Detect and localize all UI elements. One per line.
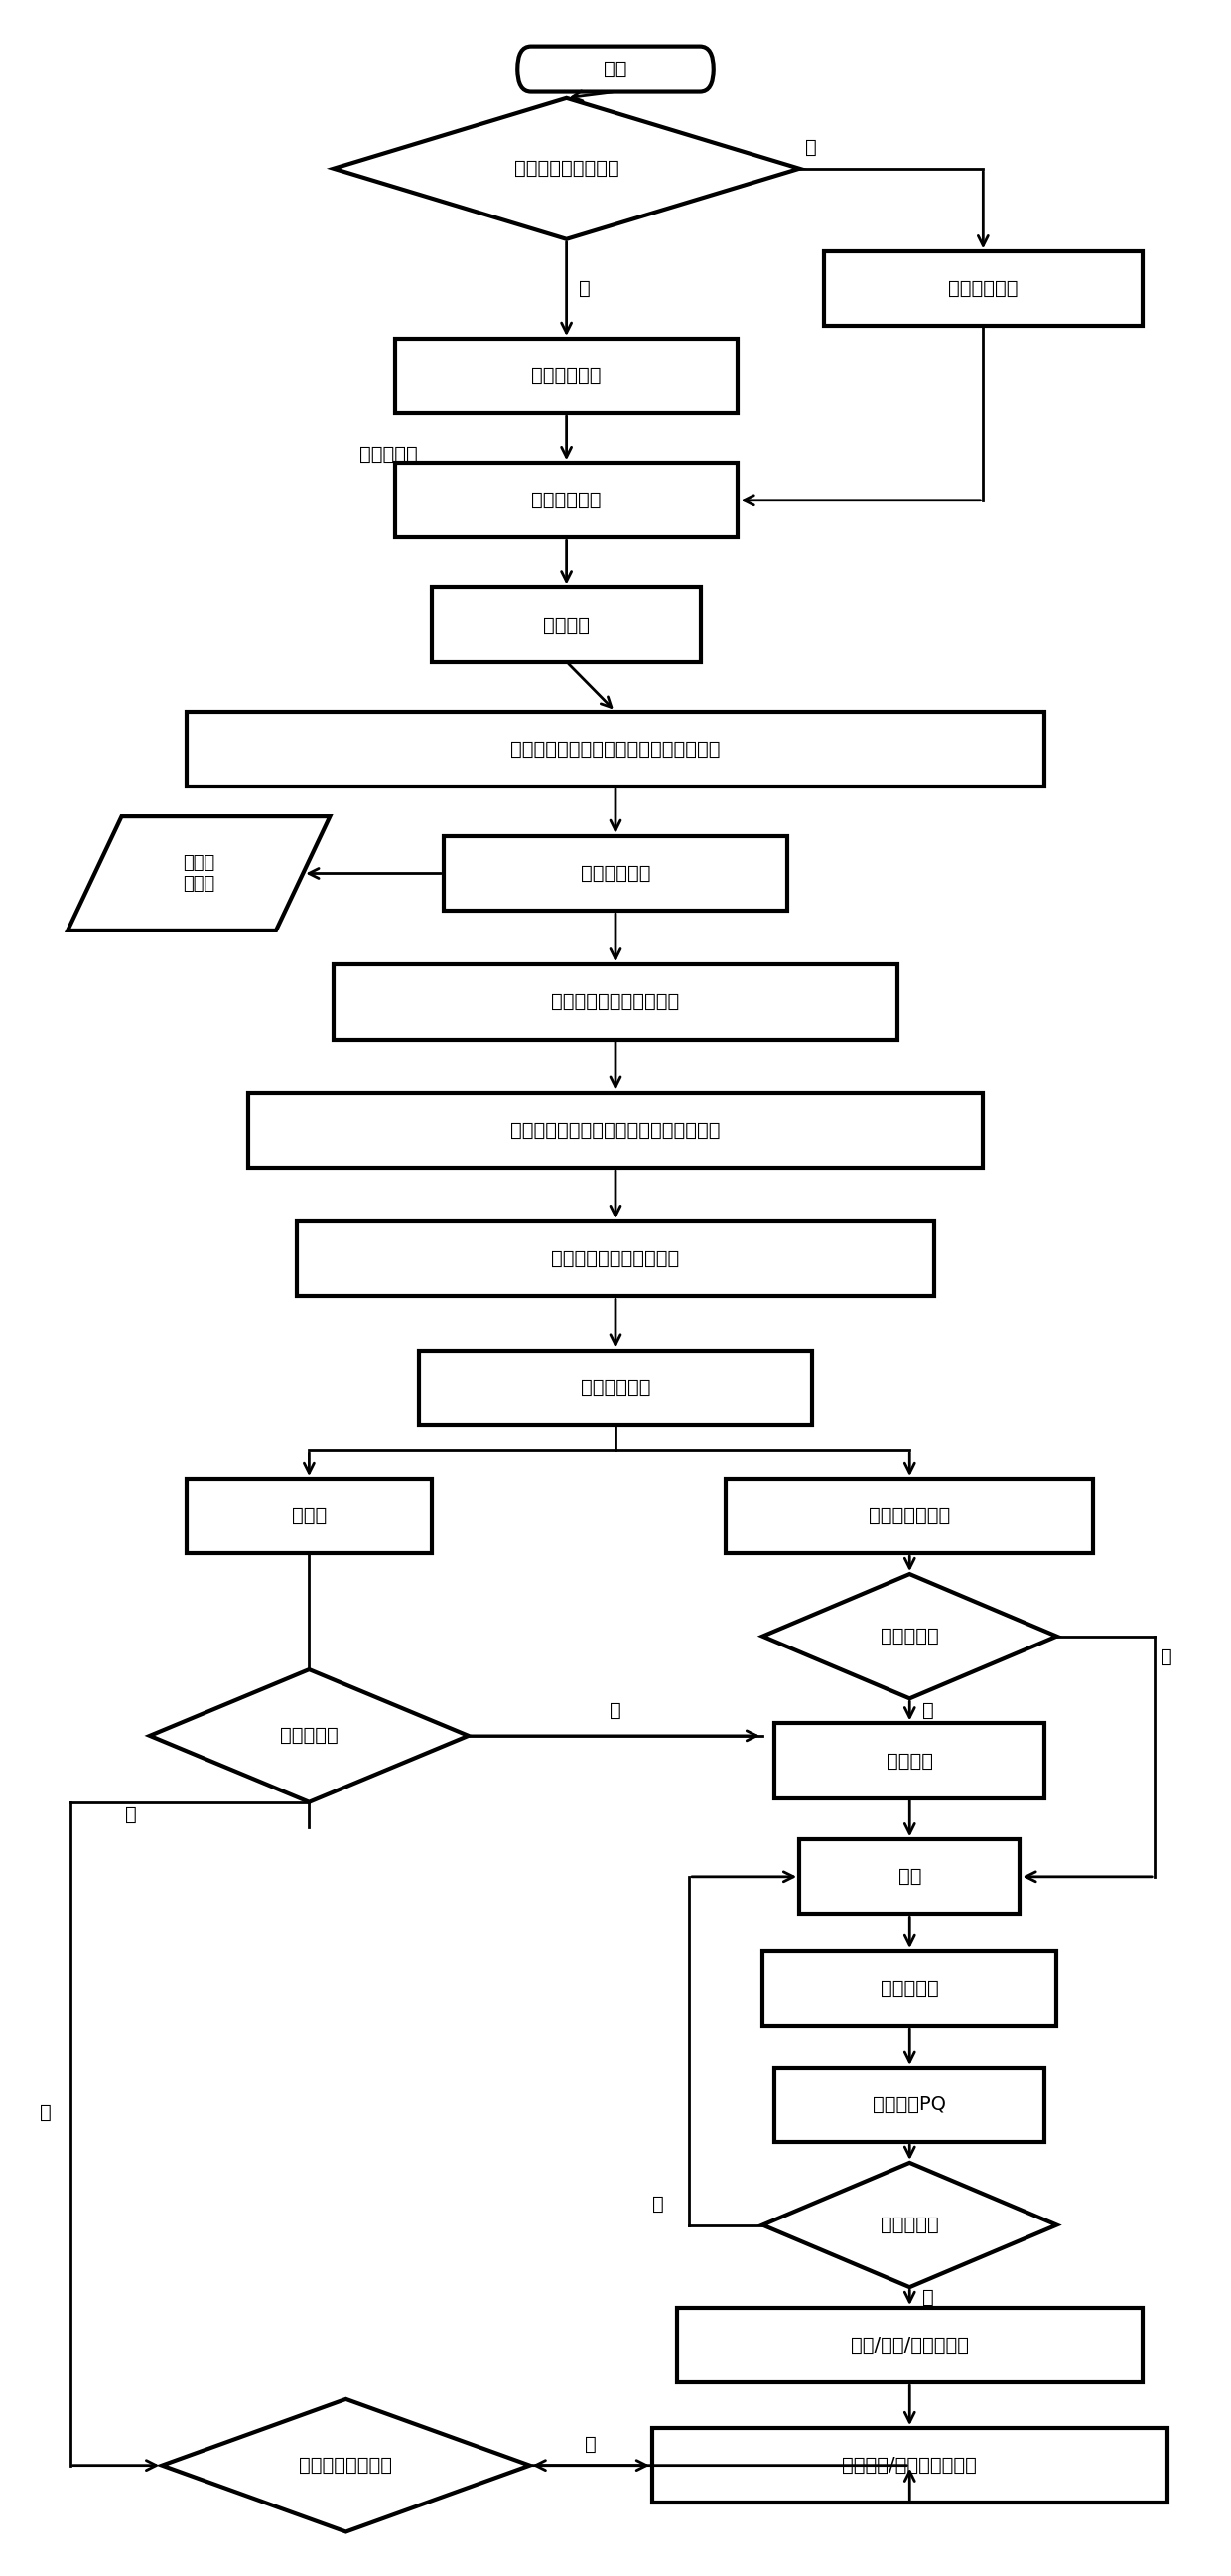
Bar xyxy=(762,1953,1056,2025)
Polygon shape xyxy=(150,1669,469,1803)
Text: 环网分点: 环网分点 xyxy=(886,1752,933,1770)
Polygon shape xyxy=(762,1574,1056,1698)
Text: 迭代: 迭代 xyxy=(897,1868,921,1886)
Text: 是: 是 xyxy=(922,1703,933,1721)
Text: 是: 是 xyxy=(585,2434,597,2455)
Text: 是否收敛？: 是否收敛？ xyxy=(880,2215,939,2233)
Polygon shape xyxy=(68,817,330,930)
FancyBboxPatch shape xyxy=(517,46,714,93)
Polygon shape xyxy=(334,98,799,240)
Text: 是: 是 xyxy=(922,2287,933,2308)
Bar xyxy=(444,837,787,912)
Text: 三相潮流/三相不平衡统计: 三相潮流/三相不平衡统计 xyxy=(842,2455,977,2476)
Text: 是否收敛？: 是否收敛？ xyxy=(279,1726,339,1744)
Text: 网络参数校验: 网络参数校验 xyxy=(532,492,602,510)
Text: 牛顿法: 牛顿法 xyxy=(292,1507,326,1525)
Bar xyxy=(652,2429,1167,2504)
Text: 网络拓扑子网络单元形成: 网络拓扑子网络单元形成 xyxy=(551,992,680,1012)
Bar xyxy=(334,963,897,1038)
Bar xyxy=(395,464,739,538)
Polygon shape xyxy=(762,2164,1056,2287)
Text: 搜索分段开关以及出线开关形成控制区域: 搜索分段开关以及出线开关形成控制区域 xyxy=(511,739,720,757)
Text: 以相为单位: 以相为单位 xyxy=(359,446,419,464)
Text: 是否三相均收敛？: 是否三相均收敛？ xyxy=(299,2455,393,2476)
Bar xyxy=(187,1479,432,1553)
Bar xyxy=(824,252,1142,327)
Text: 合环点校验: 合环点校验 xyxy=(880,1978,939,1999)
Text: 形成计算节点与计算母线: 形成计算节点与计算母线 xyxy=(551,1249,680,1267)
Text: 是否计算三相潮流？: 是否计算三相潮流？ xyxy=(515,160,619,178)
Text: 是: 是 xyxy=(41,2105,52,2123)
Polygon shape xyxy=(162,2398,529,2532)
Bar xyxy=(677,2308,1142,2383)
Text: 存储计
算范围: 存储计 算范围 xyxy=(183,855,215,894)
Text: 是: 是 xyxy=(579,278,591,299)
Bar xyxy=(432,587,702,662)
Bar xyxy=(420,1350,811,1425)
Text: 越限/重载/网损等计算: 越限/重载/网损等计算 xyxy=(851,2336,969,2354)
Text: 单相潮流计算: 单相潮流计算 xyxy=(948,278,1018,299)
Text: 改进前推回代法: 改进前推回代法 xyxy=(869,1507,950,1525)
Text: 是否环网？: 是否环网？ xyxy=(880,1628,939,1646)
Text: 开始: 开始 xyxy=(604,59,627,77)
Bar xyxy=(799,1839,1020,1914)
Bar xyxy=(247,1092,984,1167)
Text: 是: 是 xyxy=(126,1806,137,1824)
Bar xyxy=(297,1221,934,1296)
Text: 模型校验: 模型校验 xyxy=(543,616,590,634)
Text: 修正环网PQ: 修正环网PQ xyxy=(873,2094,947,2115)
Bar xyxy=(395,337,739,412)
Text: 确定网络类型（辐射网、弱环网、环网）: 确定网络类型（辐射网、弱环网、环网） xyxy=(511,1121,720,1141)
Text: 计算方法选择: 计算方法选择 xyxy=(581,1378,650,1396)
Bar xyxy=(774,2069,1044,2143)
Text: 获取计算范围: 获取计算范围 xyxy=(581,863,650,884)
Text: 否: 否 xyxy=(805,139,817,157)
Text: 否: 否 xyxy=(652,2195,664,2213)
Bar xyxy=(726,1479,1093,1553)
Text: 否: 否 xyxy=(1161,1649,1172,1667)
Text: 三相潮流计算: 三相潮流计算 xyxy=(532,366,602,386)
Bar xyxy=(774,1723,1044,1798)
Text: 否: 否 xyxy=(609,1703,622,1721)
Bar xyxy=(187,711,1044,786)
